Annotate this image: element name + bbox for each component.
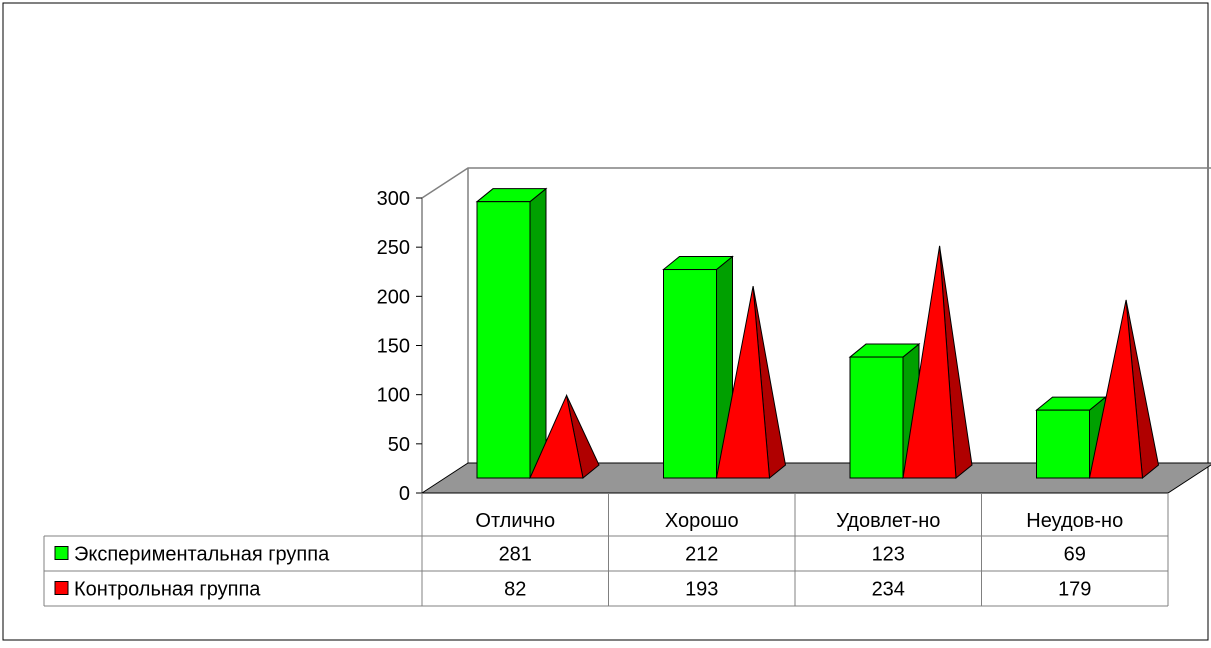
pyramid-front (902, 245, 957, 479)
pyramid-front (529, 393, 584, 479)
y-tick-label: 200 (377, 286, 410, 308)
y-tick-label: 100 (377, 385, 410, 407)
table-cell-value: 234 (872, 579, 905, 601)
category-label: Неудов-но (1026, 510, 1123, 532)
bar-ctrl-2 (902, 245, 973, 479)
table-cell-value: 123 (872, 544, 905, 566)
table-cell-value: 69 (1064, 544, 1086, 566)
y-tick-label: 50 (388, 434, 410, 456)
table-cell-value: 82 (504, 579, 526, 601)
legend-key (54, 581, 69, 595)
bar-ctrl-0 (529, 393, 600, 479)
category-label: Удовлет-но (836, 510, 940, 532)
category-label: Отлично (475, 510, 555, 532)
table-cell-value: 281 (499, 544, 532, 566)
legend-label: Экспериментальная группа (74, 544, 330, 566)
pyramid-front (715, 286, 771, 479)
bar-ctrl-3 (1088, 299, 1160, 479)
y-tick-label: 150 (377, 336, 410, 358)
y-tick-label: 300 (377, 188, 410, 210)
table-cell-value: 179 (1058, 579, 1091, 601)
table-cell-value: 193 (685, 579, 718, 601)
pyramid-front (1088, 299, 1144, 479)
legend-label: Контрольная группа (74, 579, 261, 601)
bar-front (476, 201, 531, 479)
category-label: Хорошо (665, 510, 739, 532)
bar-exp-1 (662, 255, 734, 480)
back-wall-outline (421, 167, 1211, 199)
bar-front (849, 356, 904, 479)
bar-ctrl-1 (715, 286, 787, 479)
legend-key (54, 546, 69, 560)
bar-side (529, 187, 547, 480)
y-tick-label: 250 (377, 237, 410, 259)
table-cell-value: 212 (685, 544, 718, 566)
bar-front (663, 269, 717, 479)
bar-exp-2 (848, 342, 921, 480)
chart-floor (420, 462, 1211, 494)
bar-front (1036, 409, 1090, 479)
y-tick-label: 0 (399, 483, 410, 505)
bar-exp-0 (475, 187, 548, 480)
